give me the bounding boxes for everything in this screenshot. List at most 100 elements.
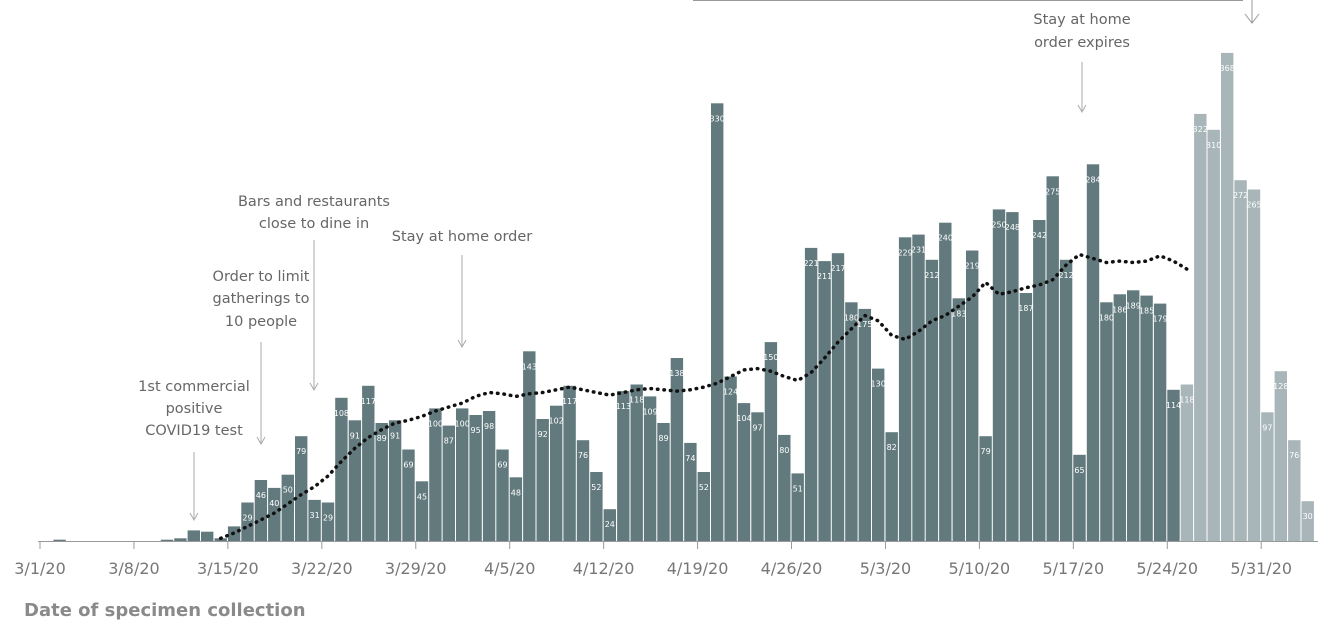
bar-value-label: 265 <box>1246 201 1261 210</box>
bar-value-label: 79 <box>296 447 306 456</box>
x-tick-label: 3/22/20 <box>291 559 353 578</box>
annotation-text: 10 people <box>225 314 297 330</box>
bar-value-label: 69 <box>497 461 507 470</box>
x-tick-label: 5/24/20 <box>1136 559 1198 578</box>
bar-value-label: 87 <box>444 437 454 446</box>
bar-value-label: 150 <box>763 353 778 362</box>
bar-value-label: 310 <box>1206 141 1221 150</box>
x-tick-label: 3/29/20 <box>385 559 447 578</box>
bar <box>617 391 630 541</box>
x-axis-title: Date of specimen collection <box>24 600 306 621</box>
bar <box>751 412 764 541</box>
bar <box>1167 389 1180 541</box>
bar-value-label: 143 <box>522 362 537 371</box>
bar <box>912 234 925 541</box>
bar <box>1207 129 1220 542</box>
bar <box>550 405 563 541</box>
bar <box>1247 189 1261 541</box>
x-tick-label: 3/8/20 <box>108 559 160 578</box>
bar-value-label: 275 <box>1045 187 1060 196</box>
bar <box>697 472 710 541</box>
bar <box>845 302 858 541</box>
bar-value-label: 221 <box>803 259 818 268</box>
bar-value-label: 91 <box>390 431 400 440</box>
bar <box>670 358 684 541</box>
bar-value-label: 100 <box>455 419 470 428</box>
bar <box>456 408 469 541</box>
bar-value-label: 240 <box>938 234 953 243</box>
bar-value-label: 24 <box>605 520 615 529</box>
bar <box>402 449 415 541</box>
bar-value-label: 229 <box>897 248 912 257</box>
bar <box>711 103 724 542</box>
bar-value-label: 368 <box>1220 64 1235 73</box>
bar-value-label: 92 <box>538 430 548 439</box>
bar <box>898 237 912 542</box>
bar <box>523 351 536 541</box>
bar <box>939 222 952 541</box>
bar <box>563 385 576 541</box>
bar <box>321 502 335 541</box>
bar-value-label: 113 <box>616 402 631 411</box>
bar-value-label: 231 <box>911 246 926 255</box>
x-tick-label: 3/1/20 <box>14 559 66 578</box>
bar-value-label: 272 <box>1233 191 1248 200</box>
bar-value-label: 69 <box>403 461 413 470</box>
bar <box>1006 212 1019 541</box>
annotation-text: Stay at home order <box>392 229 533 245</box>
bar <box>979 436 992 541</box>
bar-value-label: 65 <box>1074 466 1084 475</box>
bar-value-label: 186 <box>1112 305 1127 314</box>
bar-value-label: 29 <box>242 514 252 523</box>
bar <box>684 442 697 541</box>
annotation-text: order expires <box>1034 35 1130 51</box>
bar <box>576 440 590 541</box>
bar <box>872 368 885 541</box>
bar-value-label: 124 <box>723 388 738 397</box>
bar-value-label: 91 <box>350 431 360 440</box>
bar-value-label: 50 <box>283 486 293 495</box>
x-tick-label: 5/31/20 <box>1230 559 1292 578</box>
x-tick-label: 4/19/20 <box>667 559 729 578</box>
bar <box>174 538 187 541</box>
bar-value-label: 118 <box>1179 396 1194 405</box>
bar <box>254 480 268 541</box>
bar <box>1261 412 1274 541</box>
bar-value-label: 175 <box>857 320 872 329</box>
bar-value-label: 138 <box>669 369 684 378</box>
bar-value-label: 52 <box>591 483 601 492</box>
bar-value-label: 76 <box>1289 451 1299 460</box>
bar-value-label: 100 <box>428 419 443 428</box>
annotation-text: Bars and restaurants <box>238 194 390 210</box>
bar-value-label: 31 <box>310 511 320 520</box>
bar <box>1046 176 1059 542</box>
annotation-arrowhead <box>189 512 199 522</box>
bar-value-label: 185 <box>1139 307 1154 316</box>
annotation-text: Stay at home <box>1033 12 1130 28</box>
bar-value-label: 80 <box>779 446 789 455</box>
annotation-arrowhead <box>309 382 319 392</box>
bar <box>925 259 939 541</box>
bar <box>509 477 523 541</box>
bar <box>1019 293 1033 541</box>
bar-value-label: 76 <box>578 451 588 460</box>
annotation-arrowhead <box>457 339 467 349</box>
bar <box>818 261 831 541</box>
annotations: 1st commercial positive COVID19 test Order … <box>138 12 1131 522</box>
bar-value-label: 109 <box>642 407 657 416</box>
bar <box>1153 303 1167 541</box>
bar <box>1127 290 1140 541</box>
bar <box>858 308 871 541</box>
bar <box>335 397 348 541</box>
bar-value-label: 217 <box>830 264 845 273</box>
bar-value-label: 97 <box>1262 423 1272 432</box>
annotation-text: positive <box>166 401 223 417</box>
bar <box>1234 180 1247 541</box>
bar-value-label: 40 <box>269 499 279 508</box>
bar-value-label: 219 <box>965 262 980 271</box>
x-tick-label: 5/10/20 <box>949 559 1011 578</box>
bar-value-label: 104 <box>736 414 751 423</box>
bars-group <box>53 52 1314 542</box>
bar-value-label: 108 <box>334 409 349 418</box>
bar <box>831 253 845 541</box>
